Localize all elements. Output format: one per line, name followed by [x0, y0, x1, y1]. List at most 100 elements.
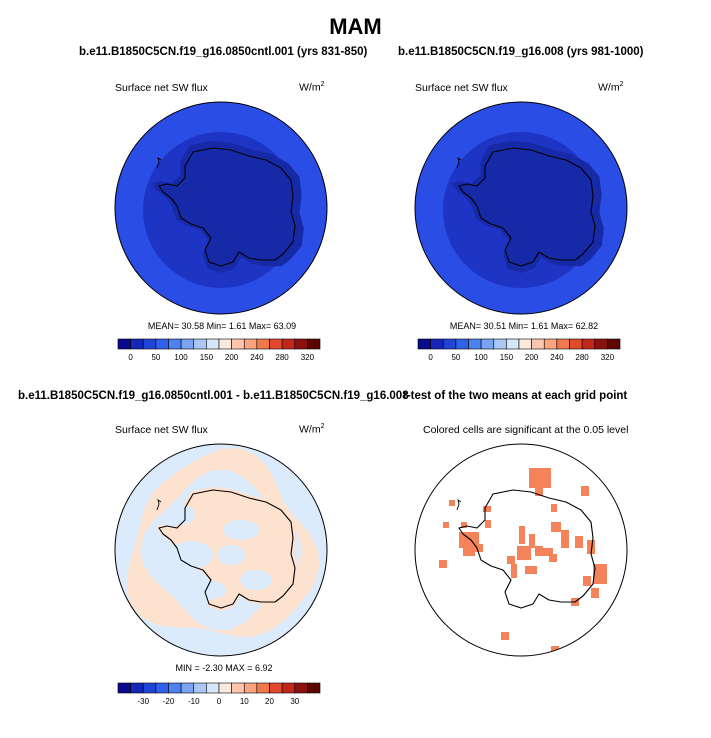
- colorbar-box: [130, 682, 144, 694]
- colorbar-tick-label: -20: [163, 697, 175, 706]
- panel-experiment-stats: MEAN= 30.51 Min= 1.61 Max= 62.82: [450, 321, 598, 331]
- map-border-difference: [114, 443, 328, 657]
- colorbar-box: [218, 338, 232, 350]
- significant-cell: [593, 564, 607, 584]
- panel-experiment-subtitle: Surface net SW flux: [415, 82, 508, 94]
- significant-cell: [529, 468, 551, 488]
- colorbar-box: [168, 682, 182, 694]
- significant-cell: [461, 522, 467, 528]
- colorbar-box: [581, 338, 596, 350]
- colorbar-tick-label: 100: [174, 353, 188, 362]
- colorbar-box: [594, 338, 608, 350]
- map-experiment: [415, 102, 627, 314]
- colorbar-tick-label: 280: [575, 353, 589, 362]
- colorbar-difference: -30 -20 -10 0 10 20 30: [117, 682, 321, 706]
- colorbar-box: [231, 338, 245, 350]
- significant-cell: [535, 488, 543, 496]
- peninsula-islands: [156, 498, 162, 511]
- colorbar-box: [243, 682, 258, 694]
- significant-cell: [439, 560, 447, 568]
- colorbar-tick-label: 0: [217, 697, 222, 706]
- significant-cell: [511, 564, 517, 578]
- flux-band-core: [451, 140, 604, 273]
- colorbar-box: [281, 682, 296, 694]
- colorbar-box: [307, 338, 321, 350]
- colorbar-box: [256, 682, 270, 694]
- diff-negative-patch: [223, 520, 259, 540]
- colorbar-tick-label: -10: [188, 697, 200, 706]
- colorbar-tick-label: -30: [138, 697, 150, 706]
- significant-cell: [535, 546, 543, 556]
- colorbar-box: [206, 338, 220, 350]
- significant-cell: [591, 588, 599, 598]
- colorbar-tick-label: 240: [250, 353, 264, 362]
- significant-cell: [449, 500, 455, 506]
- colorbar-box: [168, 338, 182, 350]
- panel-experiment-title: b.e11.B1850C5CN.f19_g16.008 (yrs 981-100…: [398, 46, 644, 58]
- colorbar-tick-label: 10: [240, 697, 249, 706]
- colorbar-box: [607, 338, 621, 350]
- colorbar-tick-label: 50: [451, 353, 460, 362]
- colorbar-tick-label: 0: [428, 353, 433, 362]
- significant-cell: [551, 522, 561, 532]
- significant-cell: [581, 486, 589, 496]
- panel-control-stats: MEAN= 30.58 Min= 1.61 Max= 63.09: [148, 321, 296, 331]
- colorbar-box: [218, 682, 232, 694]
- diff-negative-patch: [217, 545, 245, 565]
- colorbar-box: [480, 338, 495, 350]
- colorbar-box: [180, 682, 195, 694]
- colorbar-box: [506, 338, 520, 350]
- peninsula-islands: [456, 498, 462, 511]
- colorbar-tick-label: 20: [265, 697, 274, 706]
- colorbar-box: [531, 338, 545, 350]
- significant-cell: [525, 566, 537, 574]
- panel-ttest-subtitle: Colored cells are significant at the 0.0…: [423, 424, 629, 436]
- diff-negative-patch: [169, 541, 213, 569]
- antarctica-coastline: [158, 489, 296, 609]
- significant-cell: [485, 520, 491, 528]
- colorbar-box: [180, 338, 195, 350]
- colorbar-tick-label: 200: [525, 353, 539, 362]
- colorbar-box: [142, 682, 157, 694]
- significant-cell: [483, 506, 491, 512]
- map-control: [115, 102, 327, 314]
- significant-cell: [587, 540, 595, 554]
- peninsula-islands: [156, 156, 162, 169]
- significant-cell: [519, 526, 525, 544]
- panel-difference-subtitle: Surface net SW flux: [115, 424, 208, 436]
- colorbar-tick-label: 240: [550, 353, 564, 362]
- colorbar-box: [206, 682, 220, 694]
- significant-cell: [543, 548, 553, 556]
- colorbar-tick-label: 200: [225, 353, 239, 362]
- colorbar-tick-label: 320: [601, 353, 615, 362]
- colorbar-box: [307, 682, 321, 694]
- colorbar-box: [294, 682, 308, 694]
- flux-band-core: [151, 140, 304, 273]
- panel-difference-stats: MIN = -2.30 MAX = 6.92: [175, 663, 272, 673]
- significant-cell: [507, 556, 515, 564]
- colorbar-box: [569, 338, 583, 350]
- colorbar-box: [155, 682, 169, 694]
- panel-ttest-title: t-test of the two means at each grid poi…: [403, 390, 628, 402]
- significant-cell: [583, 576, 591, 586]
- significant-cell: [575, 536, 583, 548]
- significant-cell: [551, 646, 559, 652]
- colorbar-tick-label: 100: [474, 353, 488, 362]
- antarctica-coastline: [458, 489, 596, 609]
- colorbar-box: [417, 338, 431, 350]
- significant-cell: [549, 554, 557, 562]
- antarctica-coastline: [458, 147, 596, 267]
- panel-control-title: b.e11.B1850C5CN.f19_g16.0850cntl.001 (yr…: [79, 46, 368, 58]
- colorbar-box: [518, 338, 532, 350]
- panel-control-units: W/m2: [299, 81, 325, 94]
- panel-experiment-units: W/m2: [598, 81, 624, 94]
- map-border-experiment: [414, 101, 628, 315]
- map-difference: [115, 444, 327, 656]
- colorbar-box: [556, 338, 570, 350]
- map-border-control: [114, 101, 328, 315]
- colorbar-box: [455, 338, 469, 350]
- panel-difference-title: b.e11.B1850C5CN.f19_g16.0850cntl.001 - b…: [18, 390, 409, 402]
- panel-control-subtitle: Surface net SW flux: [115, 82, 208, 94]
- colorbar-box: [430, 338, 444, 350]
- colorbar-box: [543, 338, 558, 350]
